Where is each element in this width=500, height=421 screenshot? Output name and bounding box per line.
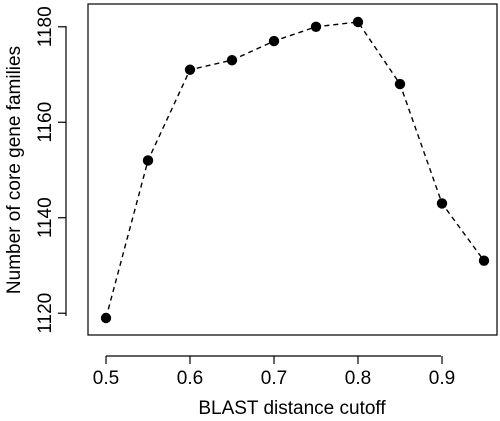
data-point — [394, 78, 406, 90]
x-tick-label: 0.8 — [345, 368, 371, 389]
y-tick-label: 1140 — [35, 197, 56, 238]
y-axis-ticks: 1120 1140 1160 1180 — [35, 6, 66, 334]
data-point — [142, 155, 154, 166]
y-axis-title: Number of core gene families — [4, 46, 25, 294]
y-tick-label: 1120 — [35, 293, 56, 334]
plot-frame — [87, 3, 498, 336]
x-tick-label: 0.5 — [93, 368, 119, 389]
data-point — [352, 16, 364, 28]
data-point — [478, 255, 490, 266]
x-axis-title: BLAST distance cutoff — [198, 398, 386, 419]
data-point — [310, 21, 322, 32]
series-line — [105, 21, 485, 319]
y-tick-label: 1180 — [35, 6, 56, 47]
x-tick-label: 0.7 — [261, 368, 287, 389]
data-point — [184, 64, 196, 75]
data-point — [100, 312, 112, 324]
data-point — [436, 198, 448, 209]
data-points — [100, 16, 490, 324]
data-point — [268, 35, 280, 47]
x-tick-label: 0.6 — [177, 368, 203, 389]
data-point — [226, 54, 238, 66]
x-tick-label: 0.9 — [429, 368, 455, 389]
x-axis-ticks: 0.5 0.6 0.7 0.8 0.9 — [93, 356, 455, 389]
y-tick-label: 1160 — [35, 102, 56, 143]
